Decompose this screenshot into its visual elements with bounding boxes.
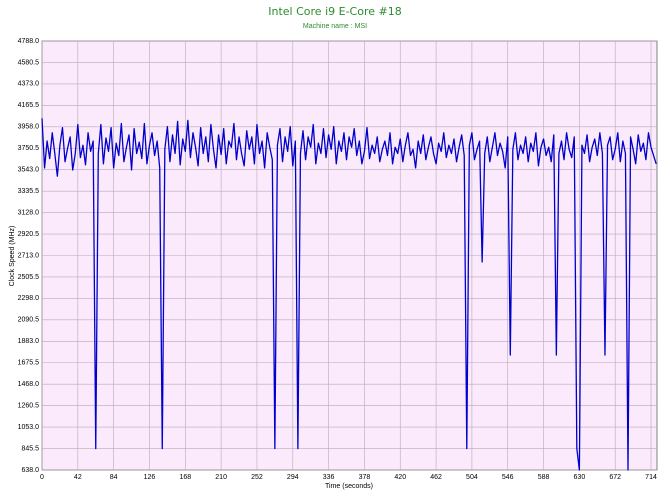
x-tick-label: 336 bbox=[323, 474, 335, 481]
chart-title: Intel Core i9 E-Core #18 bbox=[268, 5, 401, 18]
y-tick-label: 2298.0 bbox=[18, 295, 40, 302]
y-tick-label: 1675.5 bbox=[18, 360, 40, 367]
x-axis-label: Time (seconds) bbox=[325, 483, 373, 490]
y-tick-label: 638.0 bbox=[21, 467, 39, 474]
x-tick-label: 672 bbox=[609, 474, 621, 481]
x-tick-label: 630 bbox=[574, 474, 586, 481]
y-tick-label: 4165.5 bbox=[18, 102, 40, 109]
x-tick-label: 210 bbox=[215, 474, 227, 481]
chart-subtitle: Machine name : MSI bbox=[303, 23, 367, 30]
y-tick-label: 2920.5 bbox=[18, 231, 40, 238]
y-axis-label: Clock Speed (MHz) bbox=[9, 226, 16, 287]
x-tick-label: 168 bbox=[179, 474, 191, 481]
x-tick-label: 714 bbox=[645, 474, 657, 481]
y-tick-label: 3543.0 bbox=[18, 167, 40, 174]
y-tick-label: 1883.0 bbox=[18, 338, 40, 345]
y-tick-label: 2090.5 bbox=[18, 317, 40, 324]
y-tick-label: 1260.5 bbox=[18, 402, 40, 409]
x-tick-label: 546 bbox=[502, 474, 514, 481]
y-tick-label: 2505.5 bbox=[18, 274, 40, 281]
x-tick-label: 294 bbox=[287, 474, 299, 481]
x-tick-label: 378 bbox=[359, 474, 371, 481]
y-tick-label: 4580.5 bbox=[18, 59, 40, 66]
x-tick-label: 84 bbox=[110, 474, 118, 481]
x-tick-label: 420 bbox=[394, 474, 406, 481]
y-tick-label: 4788.0 bbox=[18, 38, 40, 45]
y-tick-label: 4373.0 bbox=[18, 81, 40, 88]
x-tick-label: 42 bbox=[74, 474, 82, 481]
x-tick-label: 462 bbox=[430, 474, 442, 481]
y-tick-label: 1468.0 bbox=[18, 381, 40, 388]
x-tick-label: 0 bbox=[40, 474, 44, 481]
x-tick-label: 504 bbox=[466, 474, 478, 481]
x-tick-label: 588 bbox=[538, 474, 550, 481]
y-tick-label: 3128.0 bbox=[18, 209, 40, 216]
y-tick-label: 845.5 bbox=[21, 445, 39, 452]
y-tick-label: 2713.0 bbox=[18, 252, 40, 259]
y-tick-label: 3335.5 bbox=[18, 188, 40, 195]
x-tick-label: 252 bbox=[251, 474, 263, 481]
data-line bbox=[41, 118, 657, 471]
y-tick-label: 1053.0 bbox=[18, 424, 40, 431]
x-tick-label: 126 bbox=[144, 474, 156, 481]
y-tick-label: 3750.5 bbox=[18, 145, 40, 152]
y-tick-label: 3958.0 bbox=[18, 124, 40, 131]
